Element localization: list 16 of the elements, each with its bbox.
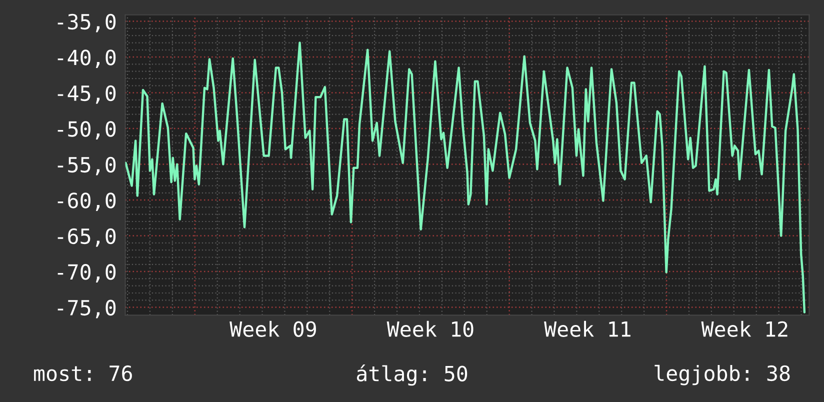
x-tick-label: Week 11 <box>544 320 630 337</box>
text: most: 76 <box>34 365 132 382</box>
y-tick-label: -55,0 <box>58 156 116 176</box>
text: legjobb: 38 <box>654 364 790 386</box>
y-tick-label: -50,0 <box>58 121 116 140</box>
y-tick-label: -60,0 <box>58 192 116 211</box>
y-tick-label: -75,0 <box>58 300 116 318</box>
y-tick-label: -40,0 <box>58 50 116 68</box>
x-tick-label: Week 10 <box>386 320 474 337</box>
y-tick-label: -65,0 <box>58 228 116 247</box>
x-tick-label: Week 12 <box>701 320 788 337</box>
x-tick-label: Week 09 <box>230 320 316 337</box>
y-tick-label: -35,0 <box>58 14 116 32</box>
y-tick-label: -45,0 <box>58 85 116 104</box>
text: átlag: 50 <box>356 364 468 386</box>
y-tick-label: -70,0 <box>58 264 116 282</box>
